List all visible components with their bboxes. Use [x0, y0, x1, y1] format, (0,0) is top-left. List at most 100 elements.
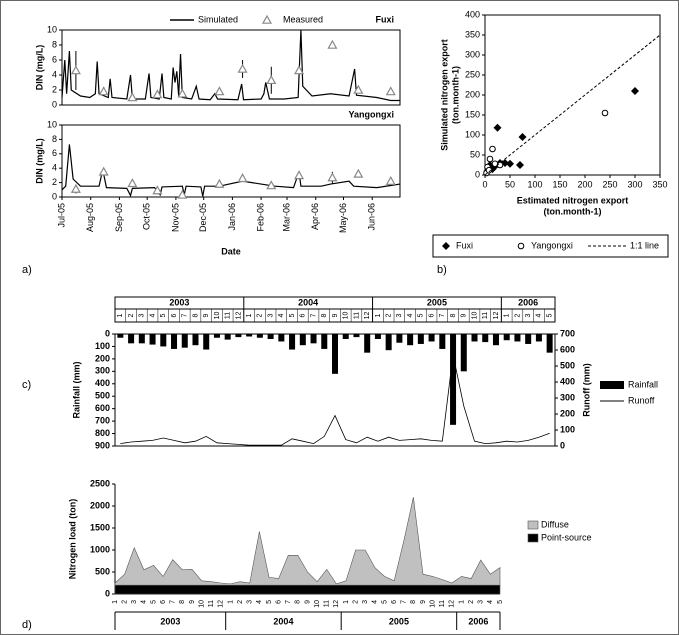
month-label: 1 [246, 313, 253, 317]
legend-label: Measured [283, 14, 323, 24]
x-tick-label: Jul-05 [56, 203, 66, 228]
year-label: 2005 [427, 297, 447, 307]
legend-swatch [261, 14, 273, 24]
x-tick-label: 150 [552, 179, 567, 189]
month-label: 11 [353, 312, 360, 319]
station-title: Fuxi [375, 14, 394, 24]
rainfall-bar [192, 334, 199, 346]
month-label: 4 [407, 313, 414, 317]
month-label: 4 [149, 313, 156, 317]
point [631, 87, 639, 95]
point [486, 155, 494, 163]
month-label: 5 [497, 600, 504, 604]
month-label: 1 [504, 313, 511, 317]
y-tick-label: 300 [465, 49, 480, 59]
measured-marker [327, 39, 338, 49]
rainfall-bar [171, 334, 178, 349]
point [518, 133, 527, 141]
month-label: 3 [131, 600, 138, 604]
measured-marker [127, 178, 138, 188]
rainfall-bar [460, 334, 467, 372]
y-axis-label: Rainfall (mm) [71, 361, 81, 418]
x-tick-label: Jan-06 [227, 203, 237, 231]
legend-label: Simulated [198, 14, 238, 24]
y2-tick-label: 300 [560, 392, 575, 402]
x-tick-label: Feb-06 [255, 203, 265, 232]
y2-tick-label: 700 [560, 328, 575, 338]
measured-marker [98, 86, 109, 96]
month-label: 10 [214, 312, 221, 320]
month-label: 3 [247, 600, 254, 604]
month-label: 6 [300, 313, 307, 317]
y-tick-label: 0 [52, 191, 57, 201]
y-tick-label: 4 [52, 69, 57, 79]
month-label: 2 [514, 313, 521, 317]
month-label: 4 [487, 600, 494, 604]
rainfall-bar [278, 334, 285, 342]
y-tick-label: 250 [465, 69, 480, 79]
rainfall-bar [492, 334, 499, 346]
x-tick-label: Aug-05 [85, 203, 95, 232]
rainfall-bar [149, 334, 156, 345]
measured-marker [385, 86, 396, 96]
point [516, 161, 524, 169]
month-label: 8 [450, 313, 457, 317]
rainfall-bar [471, 334, 478, 342]
legend-label: Runoff [628, 395, 655, 405]
y-tick-label: 50 [470, 149, 480, 159]
month-label: 9 [189, 600, 196, 604]
month-label: 4 [256, 600, 263, 604]
rainfall-bar [213, 334, 220, 338]
month-label: 7 [401, 600, 408, 604]
y2-tick-label: 200 [560, 408, 575, 418]
y-tick-label: 2 [52, 177, 57, 187]
month-label: 10 [471, 312, 478, 320]
month-label: 11 [208, 600, 215, 607]
x-tick-label: Oct-05 [142, 203, 152, 230]
measured-marker [327, 172, 338, 182]
y-tick-label: 6 [52, 148, 57, 158]
month-label: 8 [321, 313, 328, 317]
rainfall-bar [267, 334, 274, 339]
x-tick-label: Apr-06 [310, 203, 320, 230]
y-tick-label: 1500 [90, 522, 110, 532]
measured-marker [98, 166, 109, 176]
month-label: 10 [198, 600, 205, 608]
measured-marker [214, 178, 225, 188]
rainfall-bar [396, 334, 403, 343]
rainfall-bar [450, 334, 457, 425]
legend-swatch [527, 533, 539, 543]
station-title: Yangongxi [348, 109, 394, 119]
measured-marker [385, 175, 396, 185]
measured-marker [214, 86, 225, 96]
y-tick-label: 0 [105, 588, 110, 598]
month-label: 12 [449, 600, 456, 608]
month-label: 6 [428, 313, 435, 317]
x-axis-label: Date [221, 246, 241, 256]
month-label: 1 [375, 313, 382, 317]
month-label: 11 [439, 600, 446, 607]
y2-tick-label: 600 [560, 344, 575, 354]
month-label: 9 [461, 313, 468, 317]
rainfall-bar [246, 334, 253, 337]
y2-tick-label: 100 [560, 424, 575, 434]
month-label: 12 [333, 600, 340, 608]
measured-marker [127, 92, 138, 102]
area [114, 584, 501, 595]
measured-marker [266, 180, 277, 190]
y-axis-label: Nitrogen load (ton) [67, 499, 77, 580]
month-label: 9 [203, 313, 210, 317]
month-label: 6 [171, 313, 178, 317]
rainfall-bar [310, 334, 317, 344]
rainfall-bar [299, 334, 306, 346]
y-tick-label: 100 [465, 129, 480, 139]
x-tick-label: 250 [602, 179, 617, 189]
month-label: 6 [275, 600, 282, 604]
year-label: 2006 [468, 616, 488, 626]
y-tick-label: 6 [52, 54, 57, 64]
measured-marker [294, 65, 305, 75]
month-label: 9 [420, 600, 427, 604]
plot-frame [61, 29, 401, 106]
month-label: 11 [324, 600, 331, 607]
month-label: 7 [285, 600, 292, 604]
